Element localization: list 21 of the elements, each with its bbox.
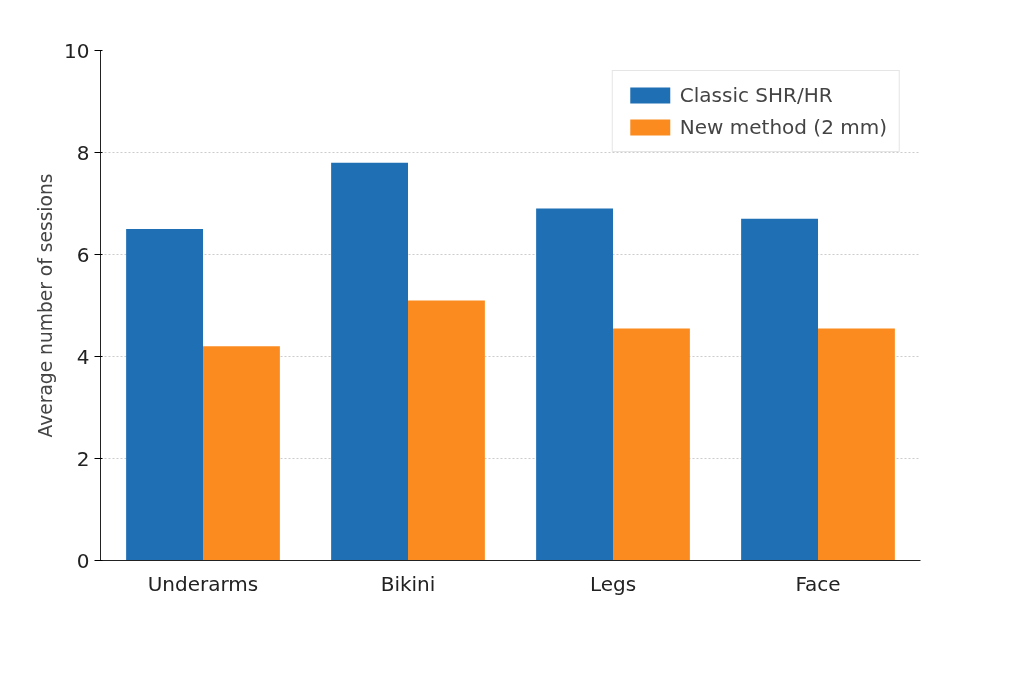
y-tick-label: 8	[76, 140, 90, 165]
y-tick-label: 2	[76, 446, 90, 471]
y-tick-label: 0	[76, 548, 90, 573]
bar	[126, 229, 203, 561]
x-tick-label: Legs	[589, 571, 637, 596]
bar	[408, 300, 485, 561]
bar	[613, 328, 690, 561]
bar	[741, 218, 818, 561]
x-tick-label: Bikini	[380, 571, 436, 596]
y-tick-label: 6	[76, 242, 90, 267]
legend-label: New method (2 mm)	[679, 115, 887, 139]
bar	[331, 162, 408, 561]
y-tick-label: 4	[76, 344, 90, 369]
y-axis-title: Average number of sessions	[35, 173, 57, 438]
bar	[536, 208, 613, 561]
bar	[203, 346, 280, 561]
y-tick-label: 10	[64, 38, 90, 63]
x-tick-label: Underarms	[147, 571, 259, 596]
legend-label: Classic SHR/HR	[679, 83, 833, 107]
x-tick-label: Face	[795, 571, 841, 596]
bar	[818, 328, 895, 561]
